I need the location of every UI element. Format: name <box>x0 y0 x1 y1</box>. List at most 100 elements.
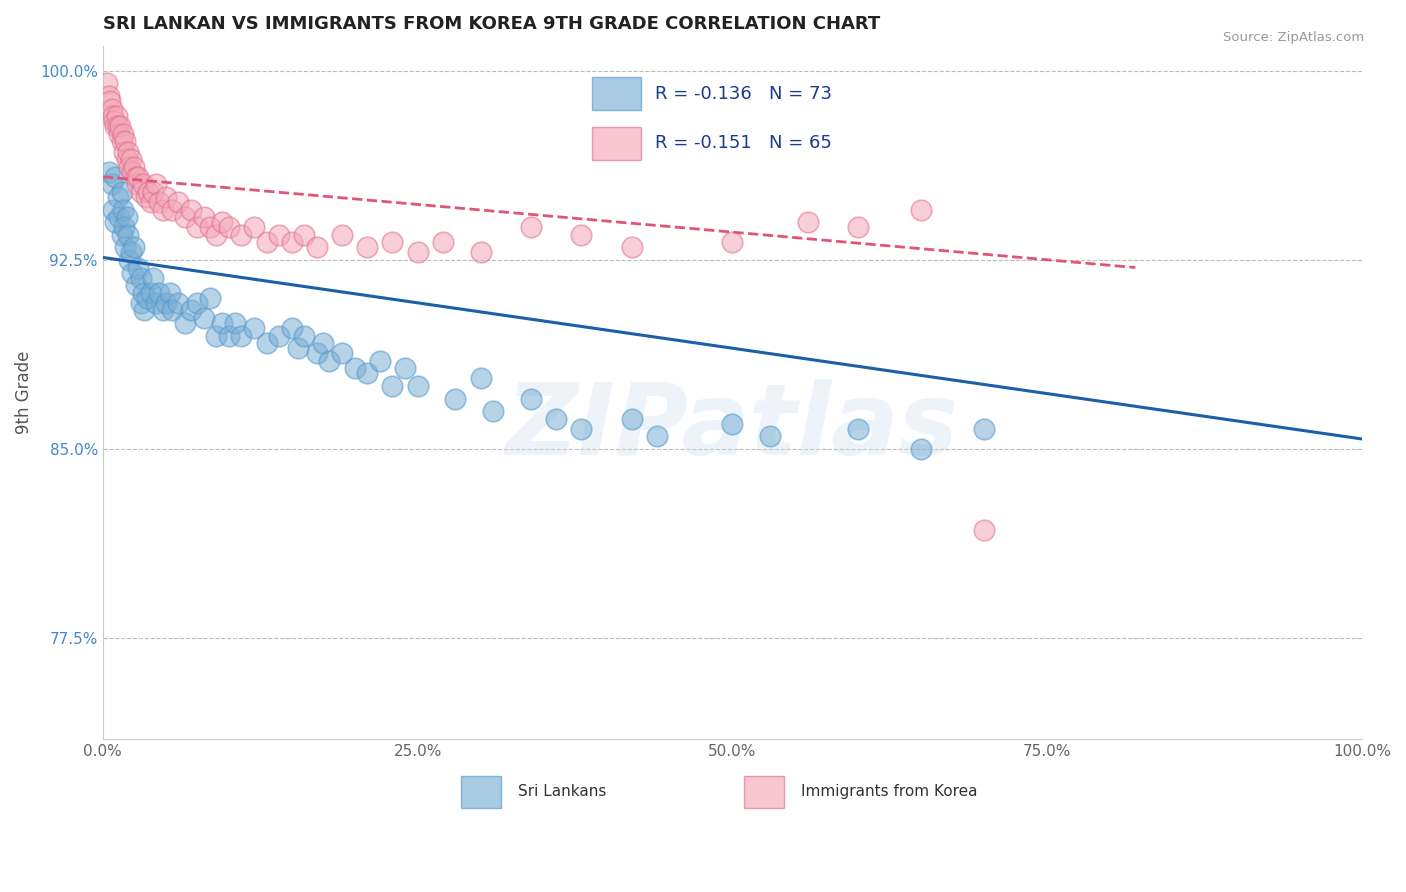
Point <box>105 109 128 123</box>
Point <box>115 210 138 224</box>
Point <box>142 185 165 199</box>
Point <box>243 321 266 335</box>
Point <box>520 220 543 235</box>
Point <box>444 392 467 406</box>
Point <box>120 245 142 260</box>
Point <box>368 354 391 368</box>
Point <box>115 152 138 166</box>
Point <box>114 240 136 254</box>
Point <box>305 240 328 254</box>
Point <box>142 270 165 285</box>
Point <box>100 102 122 116</box>
Point <box>973 523 995 537</box>
Point <box>110 120 132 134</box>
Point <box>129 295 152 310</box>
Point <box>124 160 146 174</box>
Point <box>218 328 240 343</box>
Point <box>104 120 127 134</box>
Text: Source: ZipAtlas.com: Source: ZipAtlas.com <box>1223 31 1364 45</box>
Point <box>107 190 129 204</box>
Point <box>107 120 129 134</box>
Point <box>381 235 404 250</box>
Point <box>256 336 278 351</box>
Point <box>620 240 643 254</box>
Point <box>114 135 136 149</box>
Point <box>98 165 121 179</box>
Point <box>269 227 291 242</box>
Point <box>330 227 353 242</box>
Point <box>292 328 315 343</box>
Point <box>356 240 378 254</box>
Point <box>101 109 124 123</box>
Point <box>129 270 152 285</box>
Point <box>96 77 118 91</box>
Point <box>205 227 228 242</box>
Point <box>167 194 190 209</box>
Point <box>211 215 233 229</box>
Point <box>104 169 127 184</box>
Point <box>546 412 568 426</box>
Point <box>152 202 174 217</box>
Point <box>193 310 215 325</box>
Point <box>160 303 183 318</box>
Point <box>305 346 328 360</box>
Point <box>127 169 149 184</box>
Point <box>118 160 141 174</box>
Point <box>394 361 416 376</box>
Point <box>381 379 404 393</box>
Point <box>198 220 221 235</box>
Point <box>124 240 146 254</box>
Point <box>224 316 246 330</box>
Point <box>127 260 149 275</box>
Point <box>125 178 148 192</box>
Point <box>136 185 159 199</box>
Point <box>198 291 221 305</box>
Point <box>117 145 139 159</box>
Point <box>111 227 134 242</box>
Point <box>112 220 135 235</box>
Point <box>910 202 932 217</box>
Point <box>356 367 378 381</box>
Point <box>243 220 266 235</box>
Point <box>846 422 869 436</box>
Point <box>108 210 131 224</box>
Point <box>148 285 170 300</box>
Point <box>132 178 155 192</box>
Point <box>121 266 143 280</box>
Point <box>406 379 429 393</box>
Text: ZIPatlas: ZIPatlas <box>506 378 959 475</box>
Point <box>330 346 353 360</box>
Point <box>124 278 146 293</box>
Point <box>148 194 170 209</box>
Point <box>180 202 202 217</box>
Point <box>482 404 505 418</box>
Point <box>280 321 302 335</box>
Point <box>129 185 152 199</box>
Point <box>98 94 121 108</box>
Point <box>160 202 183 217</box>
Point <box>167 295 190 310</box>
Point <box>569 422 592 436</box>
Point <box>846 220 869 235</box>
Point <box>721 417 744 431</box>
Point <box>134 303 156 318</box>
Point <box>292 227 315 242</box>
Point <box>318 354 340 368</box>
Point <box>155 295 177 310</box>
Point <box>180 303 202 318</box>
Point <box>797 215 820 229</box>
Point <box>111 185 134 199</box>
Point <box>100 178 122 192</box>
Point <box>910 442 932 456</box>
Point <box>721 235 744 250</box>
Point <box>112 145 135 159</box>
Point <box>120 152 142 166</box>
Point <box>103 114 125 128</box>
Point <box>269 328 291 343</box>
Point <box>287 341 309 355</box>
Point <box>312 336 335 351</box>
Point <box>111 135 134 149</box>
Point <box>139 285 162 300</box>
Point <box>98 89 121 103</box>
Point <box>432 235 454 250</box>
